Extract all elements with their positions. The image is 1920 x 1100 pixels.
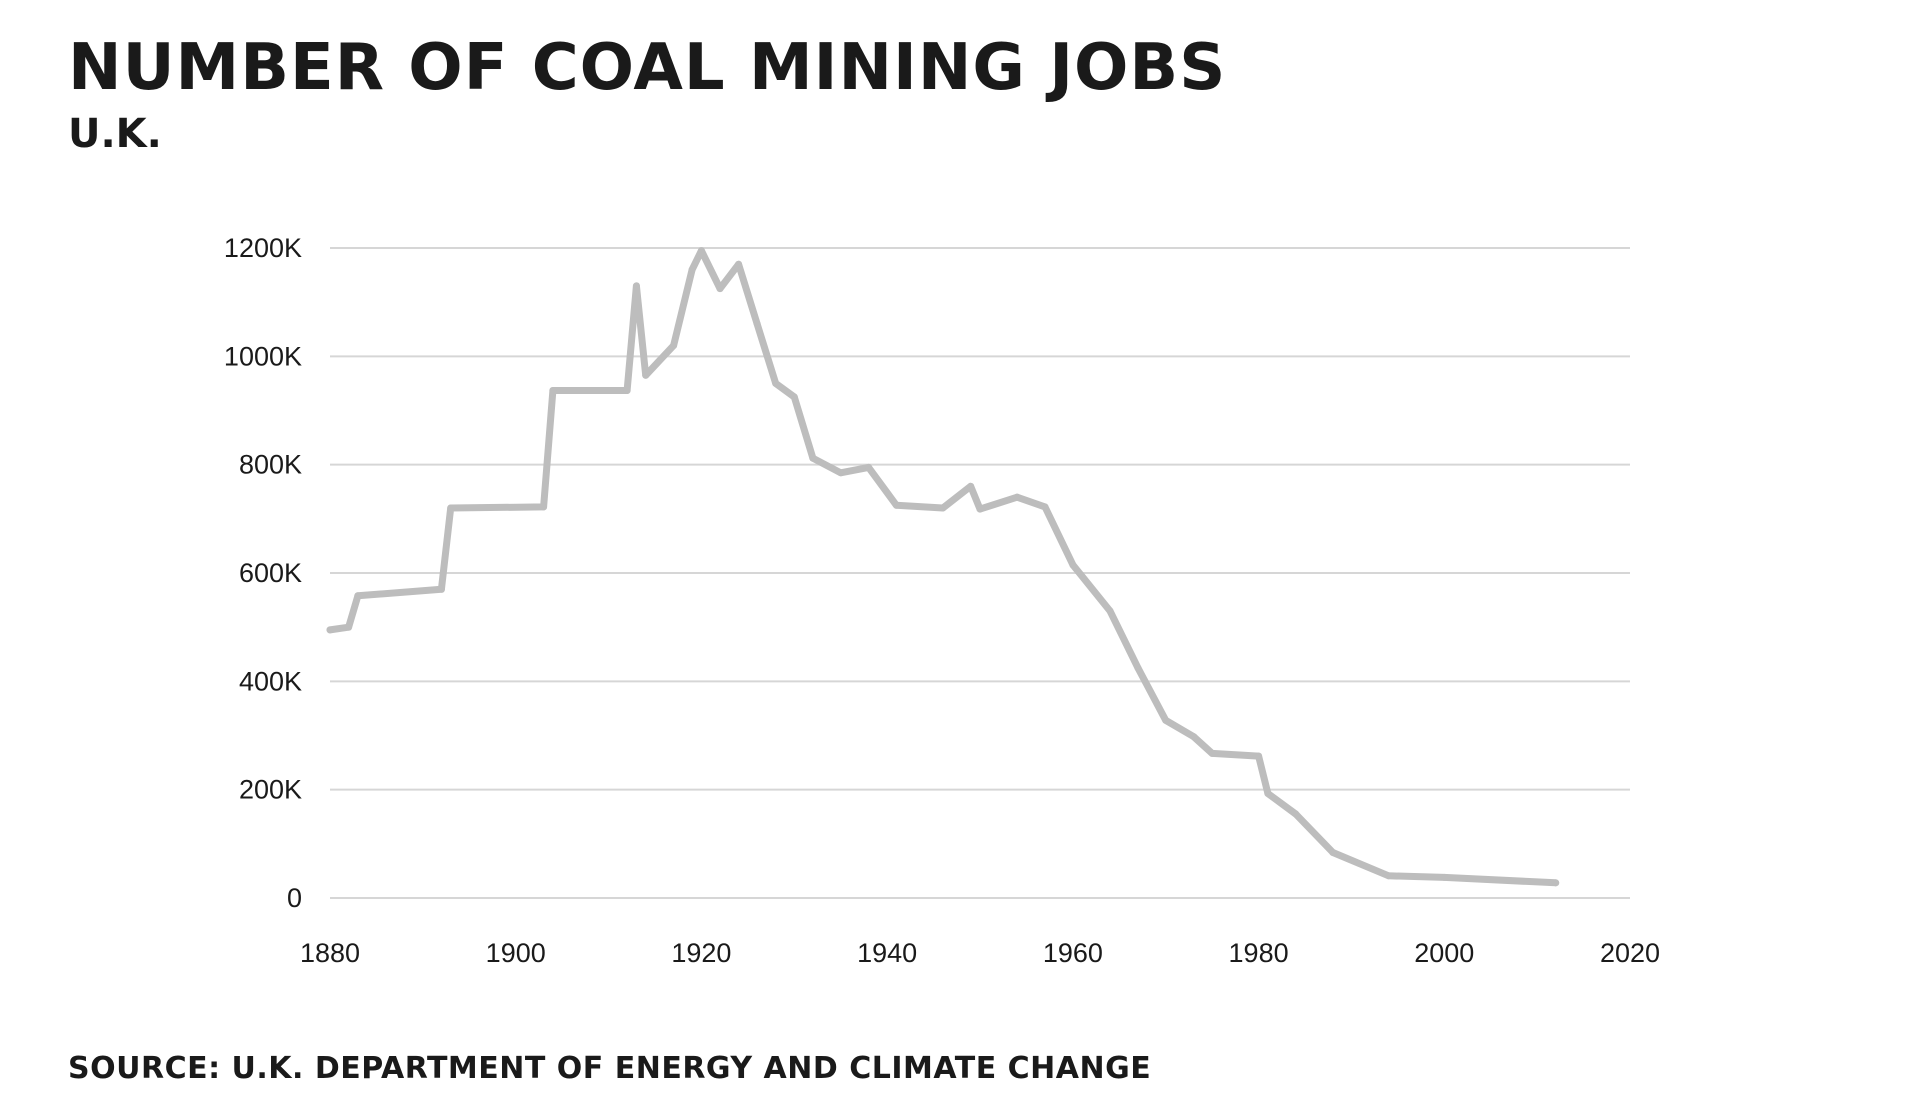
x-tick-label: 1900: [486, 938, 546, 968]
y-tick-label: 800K: [239, 450, 302, 480]
x-tick-label: 1960: [1043, 938, 1103, 968]
y-axis: 0 200K 400K 600K 800K 1000K 1200K: [224, 233, 302, 913]
data-point: [1041, 503, 1049, 511]
y-tick-label: 200K: [239, 775, 302, 805]
data-point: [326, 626, 334, 634]
data-point: [1190, 733, 1198, 741]
data-point: [865, 463, 873, 471]
data-point: [642, 371, 650, 379]
data-point: [632, 282, 640, 290]
grid-lines: [330, 247, 1630, 899]
data-point: [354, 592, 362, 600]
y-tick-label: 400K: [239, 666, 302, 696]
chart-title: NUMBER OF COAL MINING JOBS: [68, 31, 1227, 105]
data-point: [790, 393, 798, 401]
data-point: [967, 482, 975, 490]
data-point: [837, 469, 845, 477]
data-point: [1134, 664, 1142, 672]
data-point: [772, 379, 780, 387]
data-point: [1162, 716, 1170, 724]
data-point: [540, 503, 548, 511]
data-point: [716, 285, 724, 293]
y-tick-label: 0: [287, 883, 302, 913]
y-tick-label: 1000K: [224, 341, 302, 371]
x-tick-label: 2000: [1414, 938, 1474, 968]
data-point: [1385, 872, 1393, 880]
x-tick-label: 1940: [857, 938, 917, 968]
data-point: [1552, 879, 1560, 887]
data-point: [1255, 752, 1263, 760]
data-point: [809, 454, 817, 462]
data-point: [1329, 849, 1337, 856]
data-point: [1106, 607, 1114, 615]
y-tick-label: 600K: [239, 558, 302, 588]
data-point: [549, 386, 557, 394]
data-point: [447, 504, 455, 512]
data-point: [1292, 810, 1300, 818]
x-tick-label: 2020: [1600, 938, 1660, 968]
data-point: [437, 585, 445, 593]
data-point: [688, 266, 696, 274]
data-point: [670, 342, 678, 349]
series-line-0: [326, 247, 1560, 887]
data-point: [1013, 493, 1021, 501]
x-tick-label: 1880: [300, 938, 360, 968]
source-note: SOURCE: U.K. DEPARTMENT OF ENERGY AND CL…: [68, 1051, 1152, 1086]
x-tick-label: 1980: [1229, 938, 1289, 968]
data-point: [1069, 561, 1077, 569]
data-point: [735, 260, 743, 268]
data-point: [939, 504, 947, 512]
data-point: [697, 247, 705, 255]
data-point: [892, 501, 900, 509]
x-axis: 1880 1900 1920 1940 1960 1980 2000 2020: [300, 938, 1660, 968]
chart-subtitle: U.K.: [68, 111, 162, 157]
data-point: [1440, 873, 1448, 881]
series-layer: [326, 247, 1560, 887]
y-tick-label: 1200K: [224, 233, 302, 263]
data-point: [623, 386, 631, 394]
data-point: [345, 623, 353, 631]
data-point: [976, 505, 984, 513]
x-tick-label: 1920: [671, 938, 731, 968]
data-point: [1264, 789, 1272, 797]
data-point: [1208, 749, 1216, 757]
data-point: [753, 320, 761, 328]
